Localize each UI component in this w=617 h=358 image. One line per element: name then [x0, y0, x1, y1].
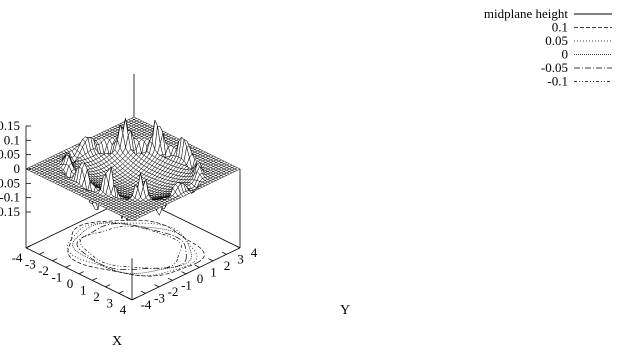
x-tick [118, 290, 124, 294]
y-tick [127, 297, 133, 301]
axes: X Y 0.150.10.050-0.05-0.1-0.15-4-3-2-101… [0, 118, 350, 349]
contour-level-0 [72, 222, 192, 274]
z-tick-label: -0.05 [0, 175, 20, 190]
x-tick-label: -4 [12, 250, 23, 265]
x-tick-label: 3 [107, 295, 114, 310]
y-tick [167, 277, 173, 281]
x-tick-label: 0 [67, 276, 74, 291]
z-tick-label: -0.1 [0, 190, 20, 205]
contour-level-0p1 [67, 219, 205, 277]
y-tick-label: -4 [141, 297, 152, 312]
contour-level--0p05 [76, 223, 187, 271]
surface-mesh [25, 116, 241, 222]
legend-label: midplane height [484, 6, 569, 21]
x-tick-label: 4 [120, 302, 127, 317]
x-tick-label: 1 [80, 282, 87, 297]
surface-cell [129, 218, 135, 222]
y-tick-label: 0 [197, 271, 204, 286]
z-tick-label: 0.05 [0, 147, 20, 162]
y-tick-label: 4 [251, 245, 258, 260]
y-tick-label: 1 [210, 264, 217, 279]
z-tick-label: 0.1 [4, 132, 20, 147]
y-tick-label: 2 [224, 258, 231, 273]
y-tick-label: -1 [181, 277, 192, 292]
y-tick-label: -2 [168, 284, 179, 299]
x-tick [65, 264, 71, 268]
y-tick [221, 251, 227, 255]
legend-label: -0.1 [547, 74, 568, 89]
x-tick [25, 245, 31, 249]
x-tick-label: -2 [38, 263, 49, 278]
y-tick [140, 290, 146, 294]
x-tick [131, 297, 137, 301]
base-contours [66, 219, 205, 277]
contour-level-0p05 [66, 222, 198, 277]
x-tick-label: 2 [93, 289, 100, 304]
y-tick-label: -3 [154, 290, 165, 305]
x-axis-label: X [112, 334, 122, 349]
y-tick [194, 264, 200, 268]
legend-label: 0.1 [552, 20, 568, 35]
z-tick-label: 0 [14, 161, 21, 176]
z-tick-label: -0.15 [0, 204, 20, 219]
y-tick [181, 271, 187, 275]
x-tick [105, 284, 111, 288]
legend-label: -0.05 [541, 60, 568, 75]
x-tick-label: -1 [51, 269, 62, 284]
x-tick [52, 258, 58, 262]
y-tick [235, 245, 241, 249]
y-tick [208, 258, 214, 262]
y-tick-label: 3 [237, 251, 244, 266]
legend-label: 0.05 [545, 33, 568, 48]
legend-label: 0 [562, 47, 569, 62]
x-tick [78, 271, 84, 275]
contour-level--0p1 [79, 225, 182, 269]
x-tick-label: -3 [25, 256, 36, 271]
x-tick [39, 251, 45, 255]
z-tick-label: 0.15 [0, 118, 20, 133]
y-tick [154, 284, 160, 288]
x-tick [92, 277, 98, 281]
y-axis-label: Y [340, 303, 350, 318]
